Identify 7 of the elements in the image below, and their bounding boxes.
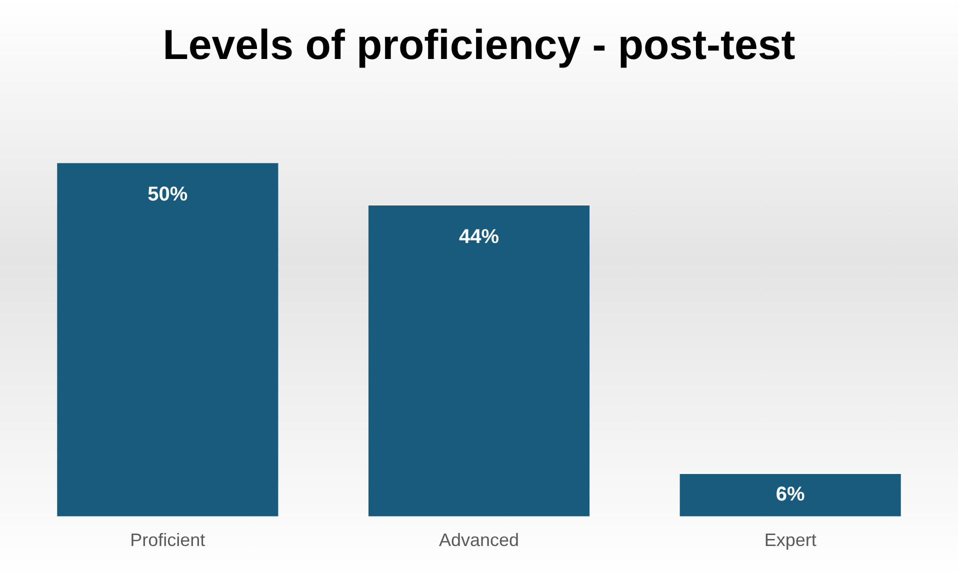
data-label: 6% — [776, 484, 806, 506]
x-tick-label: Advanced — [438, 530, 520, 550]
chart-title: Levels of proficiency - post-test — [162, 20, 796, 68]
x-tick-label: Expert — [764, 530, 816, 550]
data-label: 50% — [148, 184, 188, 206]
x-tick-label: Proficient — [130, 530, 206, 550]
data-label: 44% — [458, 226, 500, 248]
